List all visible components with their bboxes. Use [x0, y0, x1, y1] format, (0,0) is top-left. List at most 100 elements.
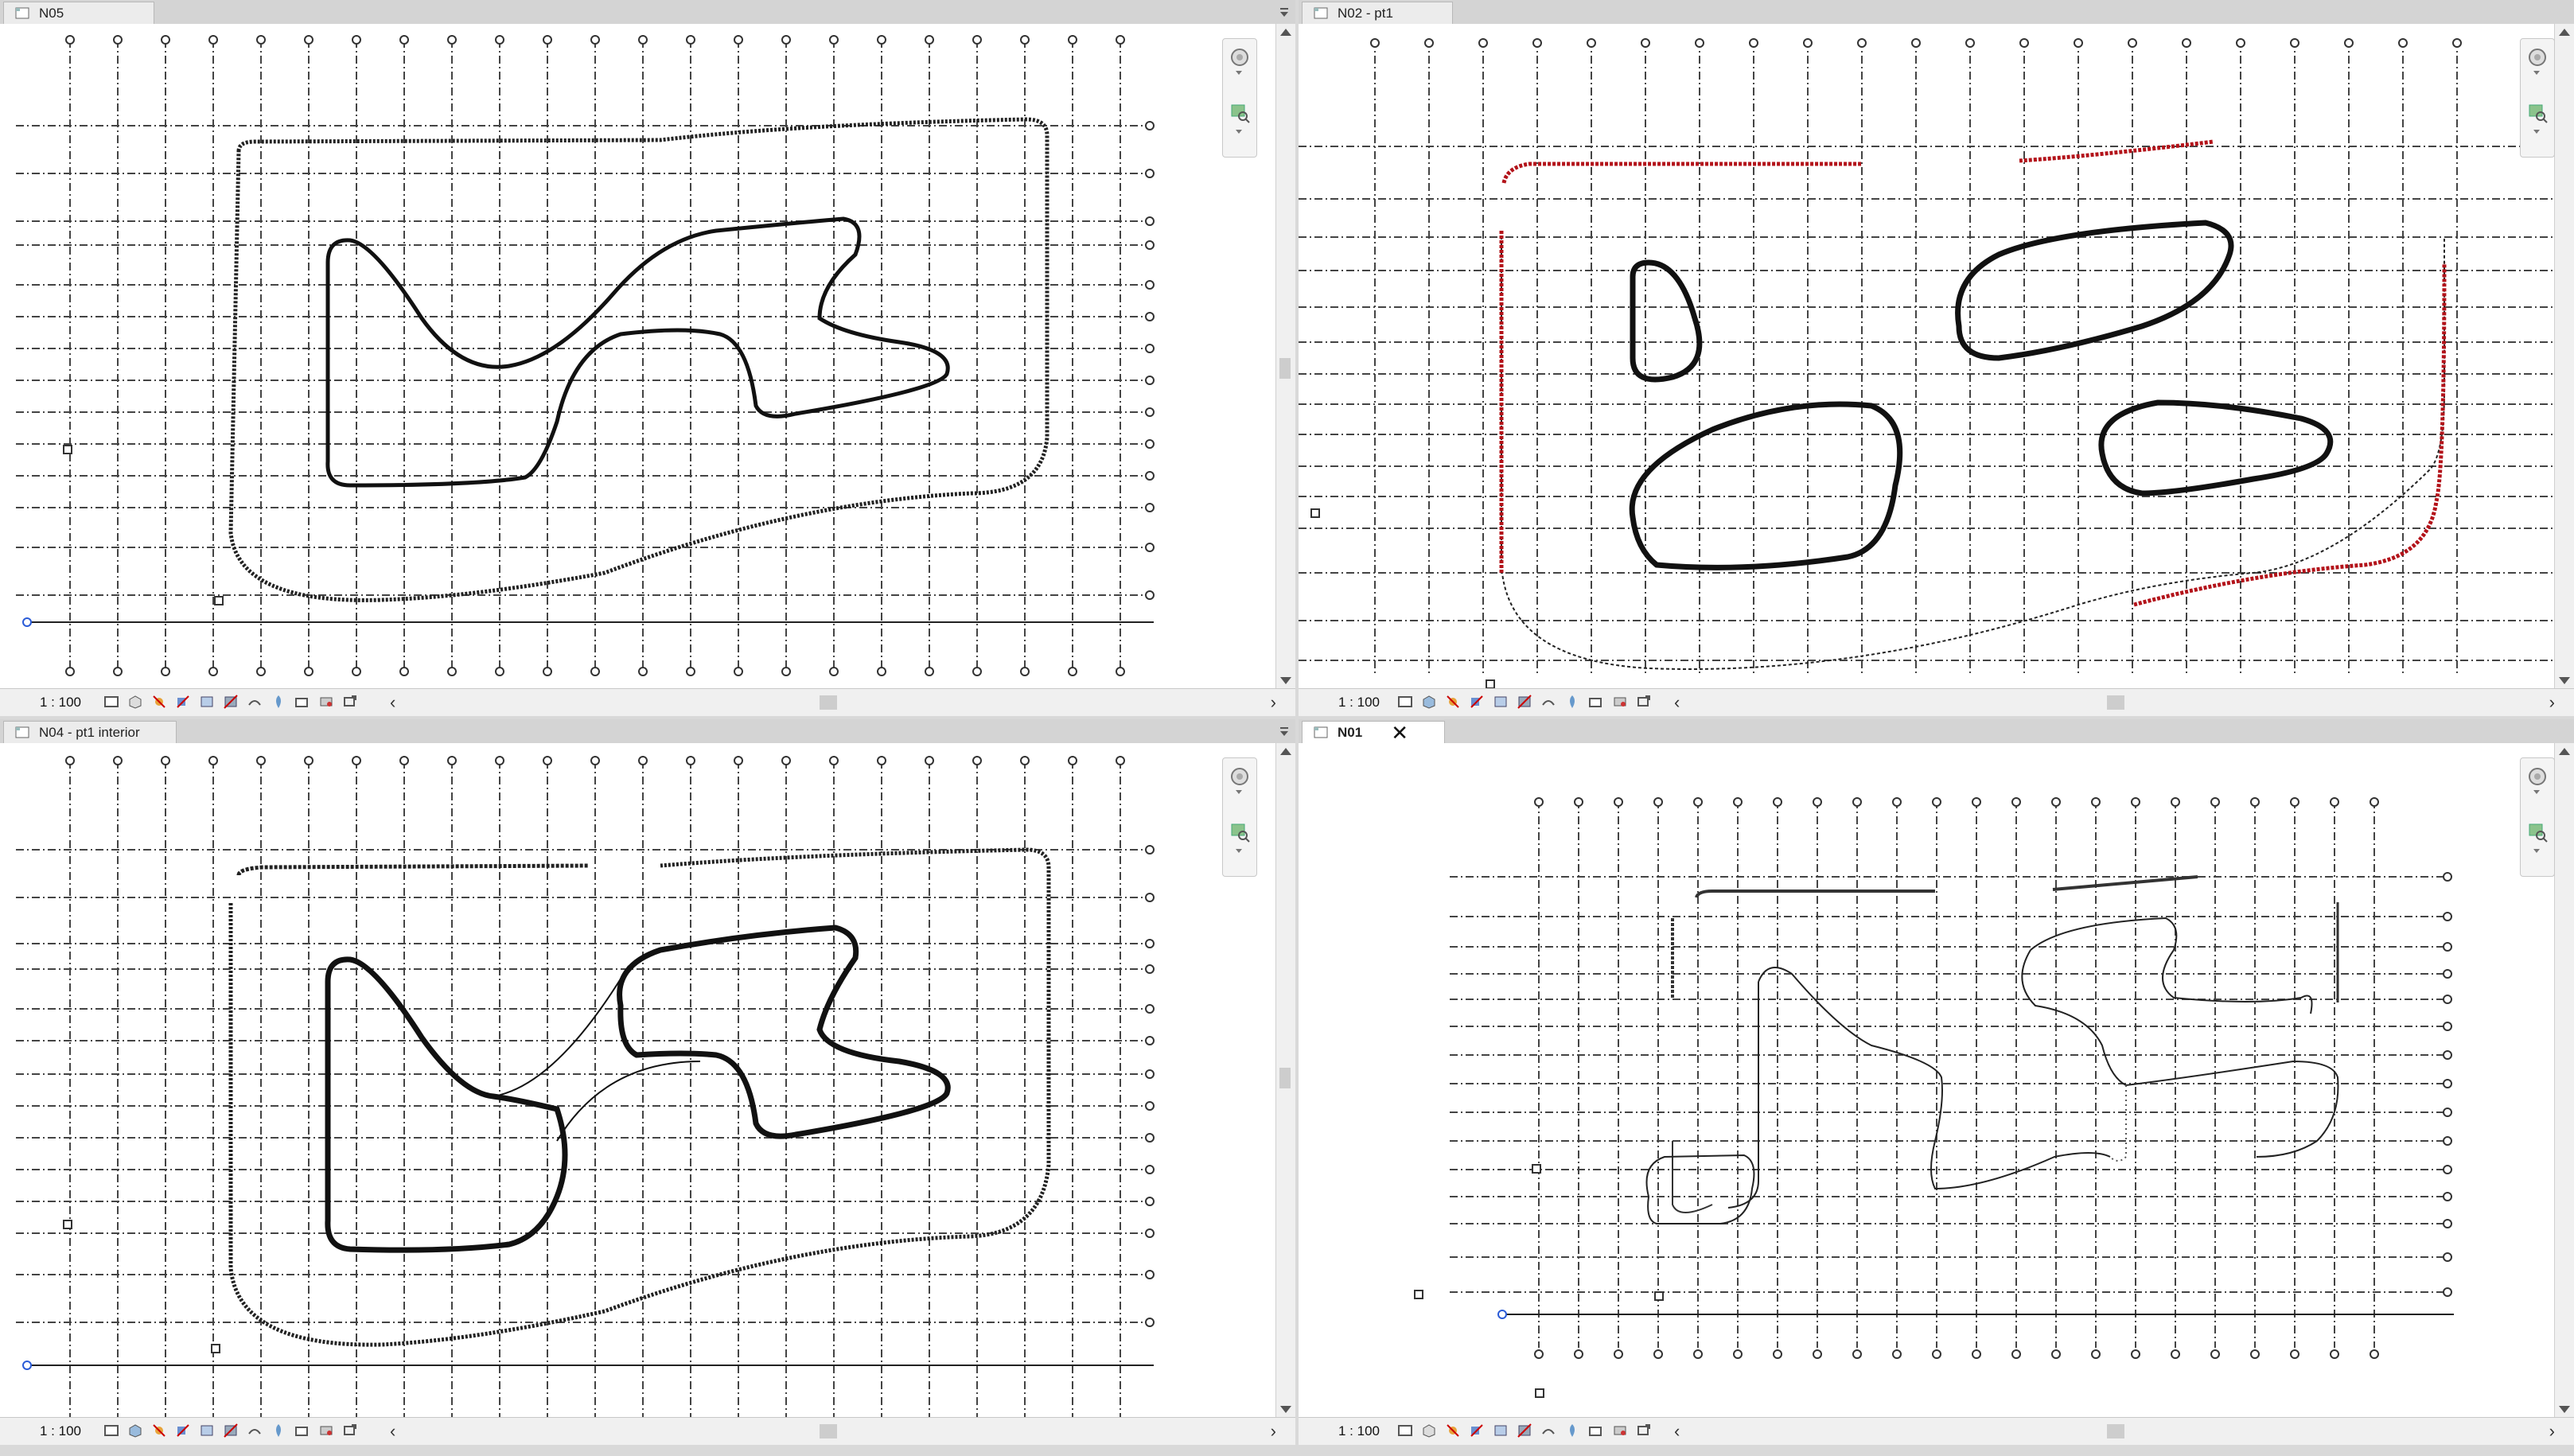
visual-style-icon[interactable]	[1421, 694, 1437, 710]
scroll-up-arrow[interactable]	[1280, 29, 1291, 36]
scroll-right-arrow[interactable]: ›	[1270, 692, 1276, 712]
vertical-scrollbar[interactable]	[2554, 24, 2574, 689]
analytical-model-icon[interactable]	[318, 694, 334, 710]
scroll-left-arrow[interactable]: ‹	[1674, 692, 1680, 712]
scroll-up-arrow[interactable]	[1280, 748, 1291, 755]
reveal-hidden-icon[interactable]	[294, 1423, 310, 1438]
detail-level-icon[interactable]	[103, 1423, 119, 1438]
sun-path-icon[interactable]	[151, 1423, 167, 1438]
steering-wheel-icon[interactable]	[1229, 766, 1250, 787]
reveal-hidden-icon[interactable]	[1588, 694, 1604, 710]
detail-level-icon[interactable]	[103, 694, 119, 710]
crop-view-icon[interactable]	[1493, 1423, 1509, 1438]
horizontal-scroll-thumb[interactable]	[820, 695, 837, 710]
scroll-down-arrow[interactable]	[1280, 677, 1291, 684]
scroll-right-arrow[interactable]: ›	[1270, 1421, 1276, 1441]
sun-path-icon[interactable]	[151, 694, 167, 710]
sun-path-icon[interactable]	[1445, 1423, 1461, 1438]
scroll-right-arrow[interactable]: ›	[2549, 692, 2555, 712]
temporary-hide-icon[interactable]	[271, 1423, 286, 1438]
view-scale[interactable]: 1 : 100	[1338, 1423, 1380, 1438]
unlock-3d-icon[interactable]	[247, 1423, 263, 1438]
reveal-hidden-icon[interactable]	[1588, 1423, 1604, 1438]
crop-view-icon[interactable]	[1493, 694, 1509, 710]
crop-view-icon[interactable]	[199, 694, 215, 710]
scroll-thumb[interactable]	[1279, 1068, 1291, 1088]
visual-style-icon[interactable]	[1421, 1423, 1437, 1438]
scroll-left-arrow[interactable]: ‹	[390, 692, 396, 712]
temporary-hide-icon[interactable]	[271, 694, 286, 710]
vertical-scrollbar[interactable]	[1275, 24, 1295, 689]
zoom-region-icon[interactable]	[2527, 103, 2548, 123]
tab-menu-icon[interactable]	[1279, 726, 1289, 737]
shadows-icon[interactable]	[175, 694, 191, 710]
horizontal-scroll-thumb[interactable]	[820, 1424, 837, 1438]
visual-style-icon[interactable]	[127, 1423, 143, 1438]
tab-n01[interactable]: N01 ✕	[1302, 721, 1445, 743]
zoom-region-icon[interactable]	[1229, 822, 1250, 843]
close-icon[interactable]: ✕	[1391, 720, 1408, 745]
scroll-up-arrow[interactable]	[2559, 748, 2570, 755]
scroll-left-arrow[interactable]: ‹	[1674, 1421, 1680, 1441]
view-pane-n05[interactable]: N05	[0, 0, 1295, 716]
highlight-displacement-icon[interactable]	[1636, 1423, 1652, 1438]
scroll-left-arrow[interactable]: ‹	[390, 1421, 396, 1441]
steering-wheel-icon[interactable]	[2527, 766, 2548, 787]
view-pane-n02-pt1[interactable]: N02 - pt1	[1299, 0, 2574, 716]
scroll-up-arrow[interactable]	[2559, 29, 2570, 36]
view-scale[interactable]: 1 : 100	[40, 695, 81, 710]
drawing-canvas[interactable]	[1299, 24, 2555, 689]
analytical-model-icon[interactable]	[1612, 1423, 1628, 1438]
show-crop-icon[interactable]	[223, 1423, 239, 1438]
scroll-down-arrow[interactable]	[1280, 1406, 1291, 1413]
drawing-canvas[interactable]	[0, 743, 1276, 1418]
temporary-hide-icon[interactable]	[1564, 694, 1580, 710]
view-scale[interactable]: 1 : 100	[40, 1423, 81, 1438]
highlight-displacement-icon[interactable]	[342, 1423, 358, 1438]
detail-level-icon[interactable]	[1397, 694, 1413, 710]
scroll-right-arrow[interactable]: ›	[2549, 1421, 2555, 1441]
vertical-scrollbar[interactable]	[2554, 743, 2574, 1418]
analytical-model-icon[interactable]	[318, 1423, 334, 1438]
show-crop-icon[interactable]	[1517, 694, 1532, 710]
shadows-icon[interactable]	[1469, 694, 1485, 710]
steering-wheel-icon[interactable]	[1229, 47, 1250, 68]
view-pane-n01[interactable]: N01 ✕	[1299, 719, 2574, 1445]
shadows-icon[interactable]	[175, 1423, 191, 1438]
scroll-down-arrow[interactable]	[2559, 1406, 2570, 1413]
drawing-canvas[interactable]	[1299, 743, 2555, 1418]
show-crop-icon[interactable]	[1517, 1423, 1532, 1438]
crop-view-icon[interactable]	[199, 1423, 215, 1438]
scroll-down-arrow[interactable]	[2559, 677, 2570, 684]
wall-segment	[1695, 890, 1935, 898]
visual-style-icon[interactable]	[127, 694, 143, 710]
unlock-3d-icon[interactable]	[1540, 1423, 1556, 1438]
vertical-scrollbar[interactable]	[1275, 743, 1295, 1418]
drawing-canvas[interactable]	[0, 24, 1276, 689]
show-crop-icon[interactable]	[223, 694, 239, 710]
interior-wall	[1645, 1154, 1755, 1224]
horizontal-scroll-thumb[interactable]	[2107, 1424, 2124, 1438]
tab-bar: N04 - pt1 interior	[0, 719, 1295, 744]
horizontal-scroll-thumb[interactable]	[2107, 695, 2124, 710]
detail-level-icon[interactable]	[1397, 1423, 1413, 1438]
shadows-icon[interactable]	[1469, 1423, 1485, 1438]
reveal-hidden-icon[interactable]	[294, 694, 310, 710]
steering-wheel-icon[interactable]	[2527, 47, 2548, 68]
temporary-hide-icon[interactable]	[1564, 1423, 1580, 1438]
zoom-region-icon[interactable]	[1229, 103, 1250, 123]
highlight-displacement-icon[interactable]	[342, 694, 358, 710]
scroll-thumb[interactable]	[1279, 358, 1291, 379]
tab-n02-pt1[interactable]: N02 - pt1	[1302, 2, 1453, 24]
analytical-model-icon[interactable]	[1612, 694, 1628, 710]
unlock-3d-icon[interactable]	[1540, 694, 1556, 710]
tab-menu-icon[interactable]	[1279, 6, 1289, 18]
zoom-region-icon[interactable]	[2527, 822, 2548, 843]
sun-path-icon[interactable]	[1445, 694, 1461, 710]
tab-n05[interactable]: N05	[3, 2, 154, 24]
tab-n04-pt1-interior[interactable]: N04 - pt1 interior	[3, 721, 177, 743]
highlight-displacement-icon[interactable]	[1636, 694, 1652, 710]
unlock-3d-icon[interactable]	[247, 694, 263, 710]
view-pane-n04-pt1-interior[interactable]: N04 - pt1 interior	[0, 719, 1295, 1445]
view-scale[interactable]: 1 : 100	[1338, 695, 1380, 710]
